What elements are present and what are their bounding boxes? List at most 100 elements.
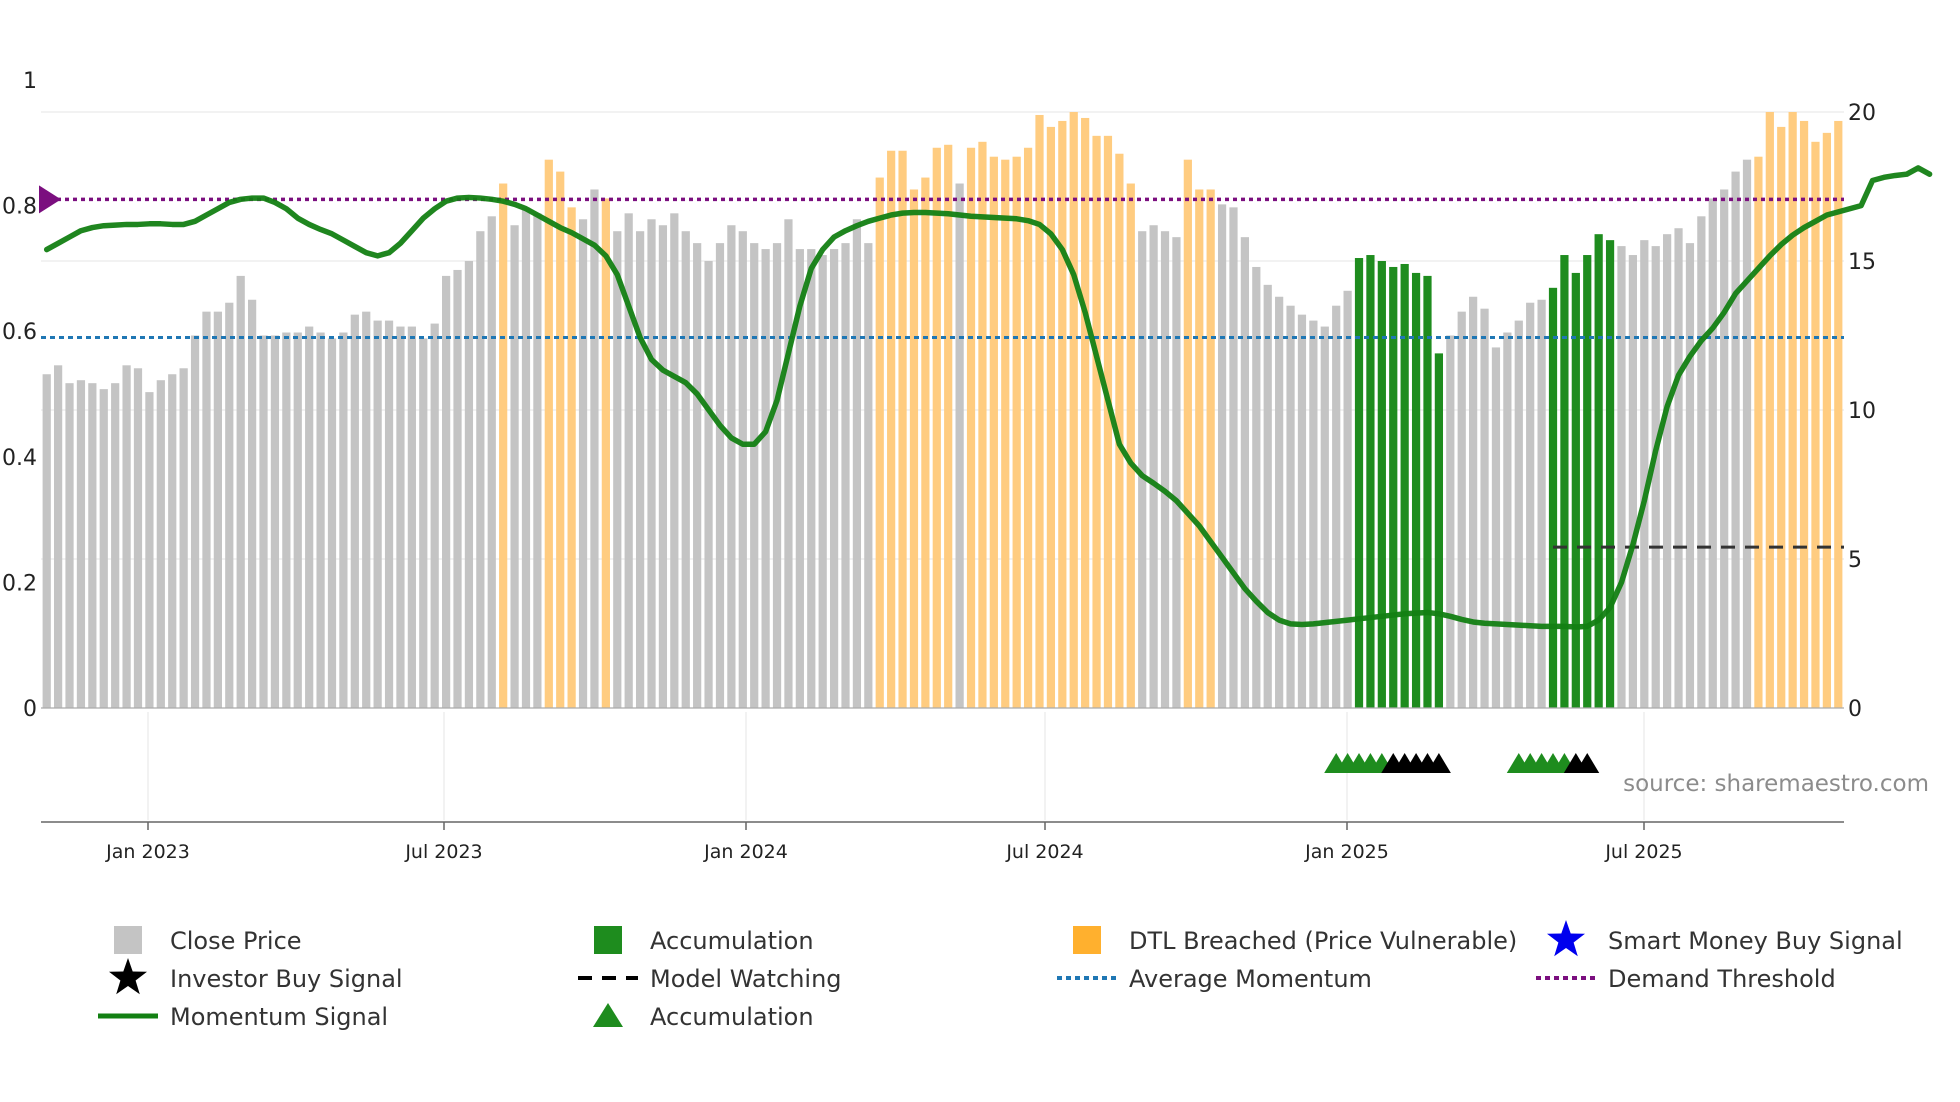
price-bar xyxy=(521,207,531,709)
price-bar xyxy=(1583,255,1592,709)
price-bar xyxy=(932,147,941,708)
momentum-signal-layer xyxy=(43,165,1933,630)
price-bar xyxy=(1354,258,1364,708)
price-bar xyxy=(1685,243,1695,708)
price-bar xyxy=(1697,216,1706,709)
price-bar xyxy=(476,231,485,708)
price-bar xyxy=(1275,296,1284,708)
price-bar xyxy=(1229,207,1238,709)
legend-label: Close Price xyxy=(170,927,302,955)
x-tick-label: Jan 2025 xyxy=(1304,841,1389,863)
price-bar xyxy=(978,141,987,709)
price-bar xyxy=(350,314,359,708)
price-bar xyxy=(282,332,291,708)
y-right-tick-label: 0 xyxy=(1848,697,1862,722)
price-bar xyxy=(1514,320,1523,708)
price-bar xyxy=(225,302,234,708)
price-bar xyxy=(772,243,782,708)
price-bar xyxy=(795,249,804,708)
legend-label: Smart Money Buy Signal xyxy=(1608,927,1903,955)
price-bar xyxy=(909,189,919,709)
price-bars xyxy=(42,112,1843,709)
legend: Close Price Investor Buy Signal Momentum S… xyxy=(98,920,1903,1031)
price-bar xyxy=(1240,237,1250,708)
price-bar xyxy=(510,225,519,709)
price-bar xyxy=(1708,198,1717,709)
x-tick-label: Jul 2025 xyxy=(1604,841,1682,863)
price-bar xyxy=(76,380,86,708)
price-bar xyxy=(1674,228,1683,708)
price-bar xyxy=(384,320,394,708)
price-bar xyxy=(1571,272,1580,708)
price-bar xyxy=(1206,189,1215,709)
price-bar xyxy=(1663,234,1672,708)
price-bar xyxy=(875,177,884,708)
price-bar xyxy=(761,249,770,708)
price-bar xyxy=(293,332,302,708)
price-bar xyxy=(989,156,998,708)
price-bar xyxy=(1332,305,1341,708)
price-bar xyxy=(99,389,108,708)
price-bar xyxy=(624,213,633,708)
price-bar xyxy=(259,335,268,708)
price-bar xyxy=(54,365,63,708)
price-bar xyxy=(1423,275,1432,708)
price-bar xyxy=(1811,141,1820,709)
price-bar xyxy=(248,299,257,708)
price-bar xyxy=(1058,120,1067,708)
price-bar xyxy=(1799,120,1809,708)
price-bar xyxy=(1172,237,1181,708)
price-bar xyxy=(339,332,348,708)
price-bar xyxy=(533,213,542,708)
price-bar xyxy=(750,243,759,708)
price-bar xyxy=(236,275,245,708)
price-bar xyxy=(190,335,200,708)
price-bar xyxy=(864,243,873,708)
price-bar xyxy=(681,231,690,708)
price-bar xyxy=(213,311,222,708)
price-bar xyxy=(1126,183,1135,708)
price-bar xyxy=(1777,126,1786,708)
price-bar xyxy=(487,216,496,709)
price-bar xyxy=(396,326,405,708)
price-bar xyxy=(1400,263,1409,708)
price-bar xyxy=(1594,234,1603,708)
price-bar xyxy=(419,338,428,708)
price-bar xyxy=(305,326,314,708)
legend-marker-triangle xyxy=(593,1003,623,1027)
price-bar xyxy=(1560,255,1569,709)
price-bar xyxy=(567,207,576,709)
price-bar xyxy=(944,144,953,708)
price-bar xyxy=(1411,272,1421,708)
price-bar xyxy=(362,311,371,708)
y-right-tick-label: 15 xyxy=(1848,250,1876,275)
price-bar xyxy=(168,374,177,708)
price-bar xyxy=(1138,231,1147,708)
price-bar xyxy=(807,249,816,708)
y-left-tick-label: 0.4 xyxy=(2,446,37,471)
price-bar xyxy=(1320,326,1329,708)
price-bar xyxy=(818,255,827,709)
price-bar xyxy=(1389,266,1398,708)
price-bar xyxy=(647,219,656,708)
x-tick-label: Jul 2024 xyxy=(1005,841,1083,863)
price-bar xyxy=(327,338,337,708)
legend-marker-square xyxy=(594,926,622,954)
legend-label: Momentum Signal xyxy=(170,1003,388,1031)
x-tick-label: Jan 2023 xyxy=(105,841,190,863)
price-bar xyxy=(1092,135,1101,709)
price-bar xyxy=(316,332,325,708)
price-bar xyxy=(658,225,668,709)
price-bar xyxy=(898,150,907,709)
price-bar xyxy=(88,383,97,708)
price-bar xyxy=(133,368,143,708)
investor-buy-triangle xyxy=(1575,753,1600,773)
price-bar xyxy=(1160,231,1170,708)
price-bar xyxy=(499,183,508,708)
price-bar xyxy=(1651,246,1660,708)
price-bar xyxy=(635,231,645,708)
price-bar xyxy=(1526,302,1535,708)
price-bar xyxy=(590,189,599,709)
legend-marker-star xyxy=(109,958,147,995)
